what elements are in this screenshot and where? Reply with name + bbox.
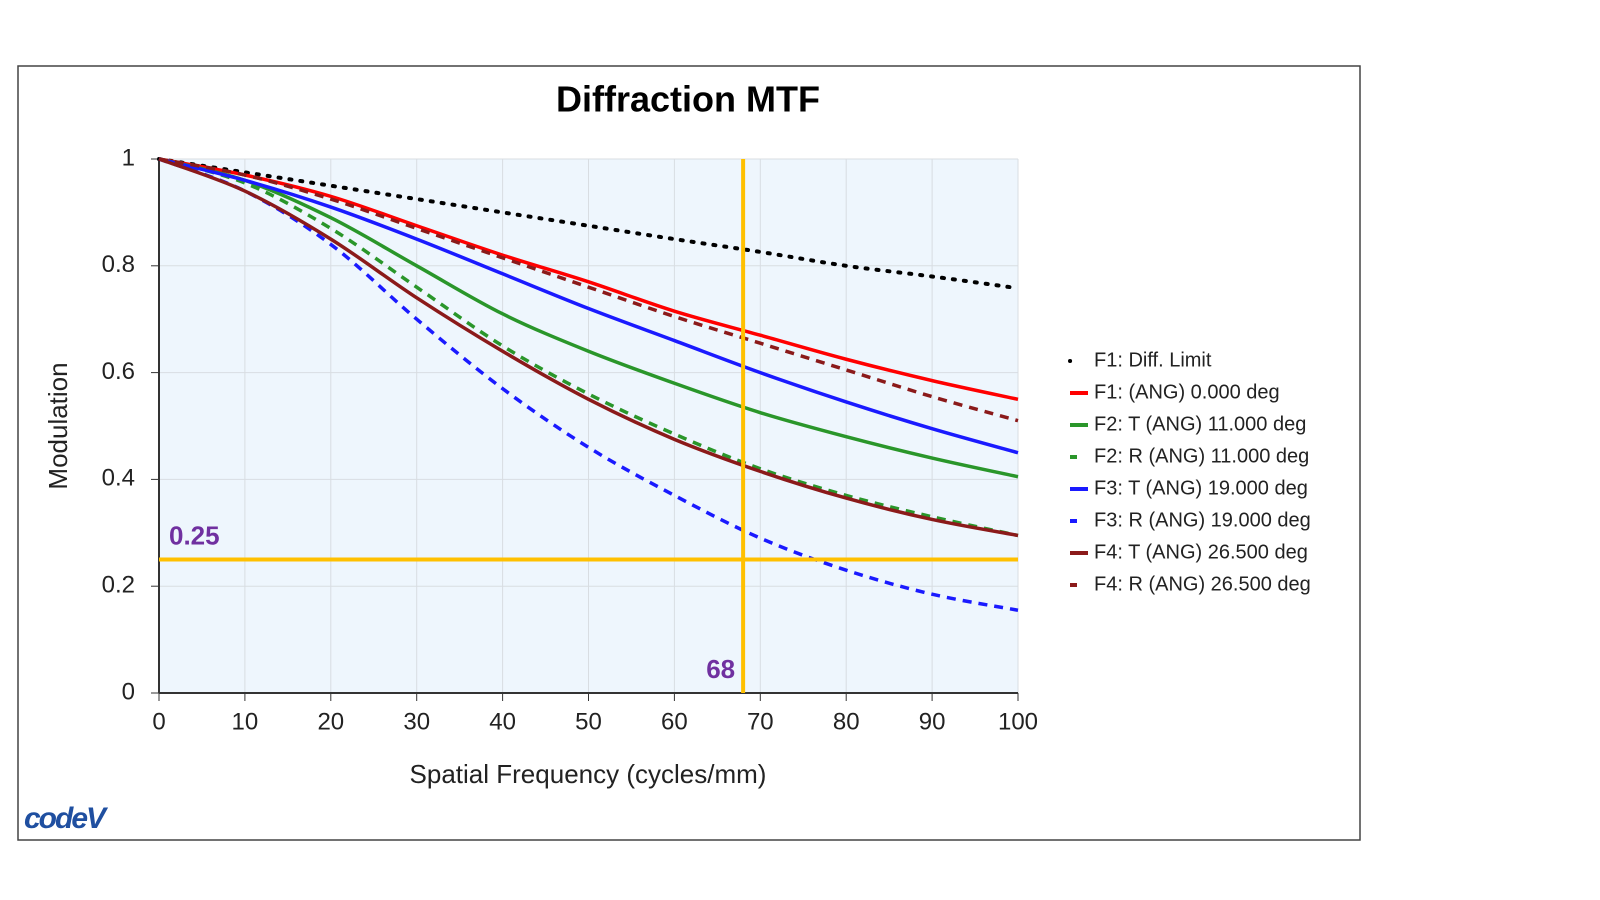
y-tick-label: 1 [122,144,135,171]
logo: codeV [24,802,109,835]
legend-label: F3: T (ANG) 19.000 deg [1094,477,1308,499]
x-tick-label: 100 [998,708,1038,735]
y-tick-label: 0.6 [102,358,135,385]
series-line [158,157,1019,402]
chart-title: Diffraction MTF [556,79,820,120]
x-axis-label: Spatial Frequency (cycles/mm) [410,759,767,789]
marker-label: 0.25 [169,520,220,550]
legend-label: F2: T (ANG) 11.000 deg [1094,413,1306,435]
series-line [158,157,1019,455]
y-tick-label: 0.2 [102,572,135,599]
legend-label: F2: R (ANG) 11.000 deg [1094,445,1309,467]
x-tick-label: 30 [403,708,430,735]
x-tick-label: 20 [317,708,344,735]
series-line [158,157,1019,423]
series-line [158,157,1019,612]
legend-label: F1: Diff. Limit [1094,349,1212,371]
y-tick-label: 0.8 [102,251,135,278]
y-axis-label: Modulation [43,362,73,489]
x-tick-label: 90 [919,708,946,735]
legend-label: F4: T (ANG) 26.500 deg [1094,541,1308,563]
x-tick-label: 50 [575,708,602,735]
y-tick-label: 0.4 [102,465,135,492]
x-tick-label: 60 [661,708,688,735]
legend-label: F1: (ANG) 0.000 deg [1094,381,1280,403]
y-tick-label: 0 [122,678,135,705]
x-tick-label: 10 [232,708,259,735]
x-tick-label: 0 [152,708,165,735]
x-tick-label: 80 [833,708,860,735]
marker-label: 68 [706,654,735,684]
legend-label: F3: R (ANG) 19.000 deg [1094,509,1311,531]
x-tick-label: 40 [489,708,516,735]
x-tick-label: 70 [747,708,774,735]
legend-label: F4: R (ANG) 26.500 deg [1094,573,1311,595]
series-line [158,157,1019,538]
series-line [158,157,1019,479]
